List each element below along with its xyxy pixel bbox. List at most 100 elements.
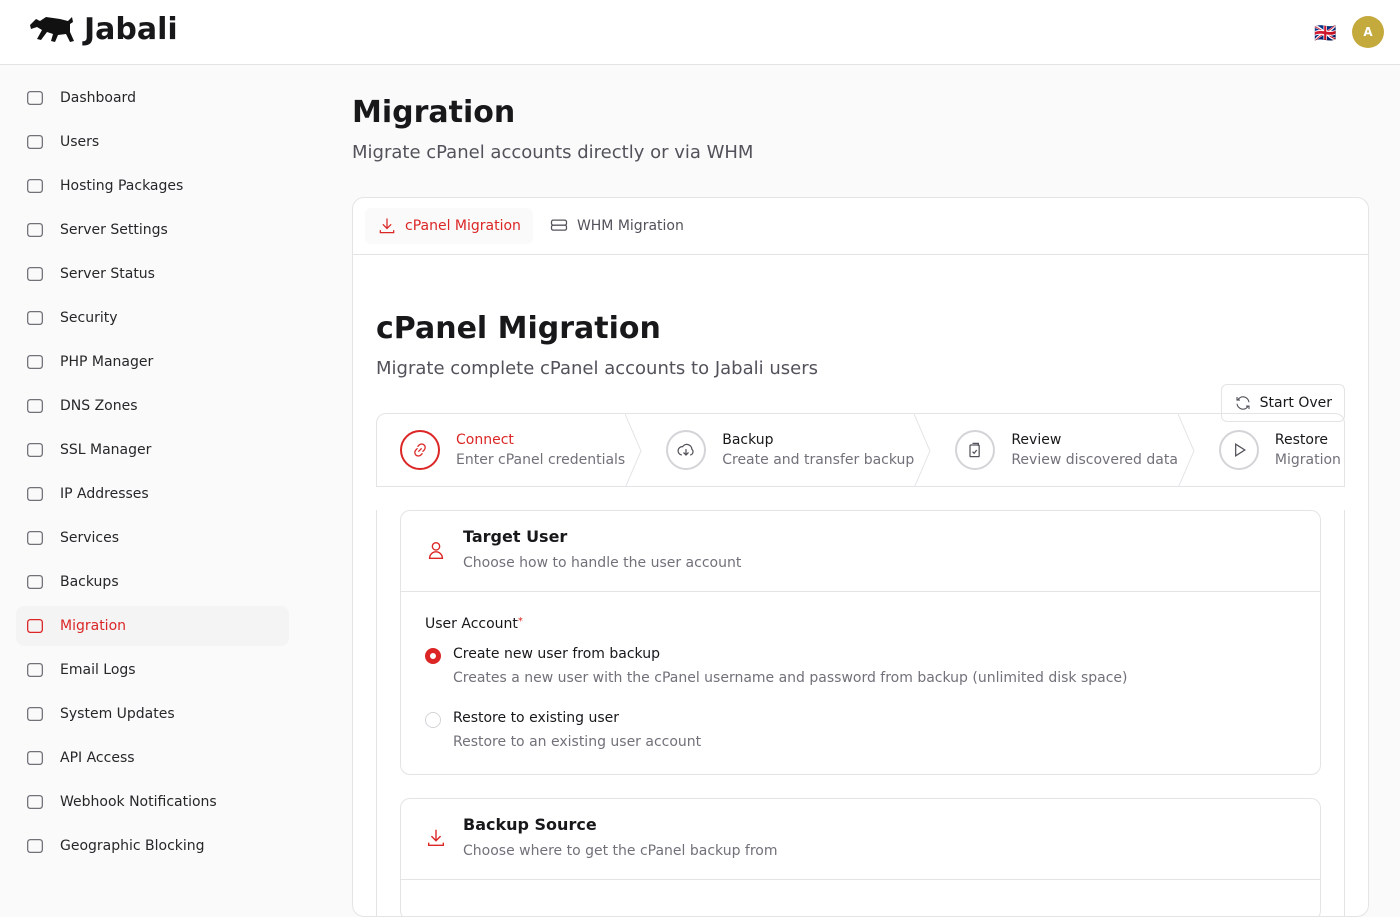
sidebar-item-label: Email Logs xyxy=(60,662,136,678)
step-divider xyxy=(1177,414,1195,486)
sidebar-item-label: Security xyxy=(60,310,118,326)
sidebar-item-label: DNS Zones xyxy=(60,398,138,414)
step-content: Target User Choose how to handle the user… xyxy=(376,510,1345,916)
sidebar-item-geographic-blocking[interactable]: Geographic Blocking xyxy=(16,826,289,866)
sidebar-item-label: Backups xyxy=(60,574,119,590)
sidebar-item-label: Users xyxy=(60,134,100,150)
sidebar-item-label: Migration xyxy=(60,618,127,634)
start-over-button[interactable]: Start Over xyxy=(1220,384,1345,422)
sidebar-item-label: IP Addresses xyxy=(60,486,149,502)
step-divider xyxy=(914,414,931,486)
sidebar-item-system-updates[interactable]: System Updates xyxy=(16,694,289,734)
section-title: Backup Source xyxy=(463,815,597,834)
sidebar-item-api-access[interactable]: API Access xyxy=(16,738,289,778)
wizard-steps: Connect Enter cPanel credentials Backup Cr… xyxy=(376,413,1345,487)
sidebar-item-label: PHP Manager xyxy=(60,354,154,370)
step-title: Connect xyxy=(456,432,514,448)
sidebar-item-backups[interactable]: Backups xyxy=(16,562,289,602)
step-title: Backup xyxy=(722,432,774,448)
download-icon xyxy=(427,829,445,847)
bar-chart-icon xyxy=(27,266,43,282)
tab-label: cPanel Migration xyxy=(405,218,521,234)
required-marker: * xyxy=(517,616,523,627)
brand-name: Jabali xyxy=(84,12,178,47)
signal-icon xyxy=(27,486,43,502)
user-account-label: User Account* xyxy=(425,616,1296,632)
panel-title: cPanel Migration xyxy=(376,311,661,346)
option-desc: Creates a new user with the cPanel usern… xyxy=(453,670,1128,686)
tab-cpanel-migration[interactable]: cPanel Migration xyxy=(365,208,533,244)
gear-icon xyxy=(27,530,43,546)
sidebar-item-php-manager[interactable]: PHP Manager xyxy=(16,342,289,382)
step-review[interactable]: Review Review discovered data xyxy=(932,414,1178,486)
key-icon xyxy=(27,750,43,766)
sidebar-item-label: Hosting Packages xyxy=(60,178,184,194)
step-backup[interactable]: Backup Create and transfer backup xyxy=(643,414,914,486)
sidebar-item-label: Geographic Blocking xyxy=(60,838,205,854)
sidebar-item-email-logs[interactable]: Email Logs xyxy=(16,650,289,690)
shield-icon xyxy=(27,310,43,326)
sidebar-item-ip-addresses[interactable]: IP Addresses xyxy=(16,474,289,514)
radio-restore-existing-user[interactable]: Restore to existing user Restore to an ex… xyxy=(425,710,1296,750)
sidebar-item-label: SSL Manager xyxy=(60,442,152,458)
step-title: Review xyxy=(1011,432,1062,448)
cloud-upload-icon xyxy=(27,574,43,590)
language-flag-icon[interactable]: 🇬🇧 xyxy=(1314,23,1337,44)
sidebar-item-dashboard[interactable]: Dashboard xyxy=(16,78,289,118)
sidebar-item-ssl-manager[interactable]: SSL Manager xyxy=(16,430,289,470)
step-divider xyxy=(625,414,642,486)
inbox-icon xyxy=(27,662,43,678)
home-icon xyxy=(27,90,43,106)
sidebar-item-server-settings[interactable]: Server Settings xyxy=(16,210,289,250)
main-content: Migration Migrate cPanel accounts direct… xyxy=(352,65,1369,917)
refresh-icon xyxy=(27,706,43,722)
section-title: Target User xyxy=(463,527,568,546)
download-icon xyxy=(379,218,395,234)
globe-icon xyxy=(27,838,43,854)
sidebar-item-dns-zones[interactable]: DNS Zones xyxy=(16,386,289,426)
sidebar-item-hosting-packages[interactable]: Hosting Packages xyxy=(16,166,289,206)
download-icon xyxy=(27,618,43,634)
step-desc: Review discovered data xyxy=(1011,452,1178,468)
step-connect[interactable]: Connect Enter cPanel credentials xyxy=(377,414,625,486)
target-user-section: Target User Choose how to handle the user… xyxy=(400,510,1321,775)
backup-source-section: Backup Source Choose where to get the cPa… xyxy=(400,798,1321,916)
code-icon xyxy=(27,354,43,370)
step-desc: Enter cPanel credentials xyxy=(456,452,626,468)
radio-create-new-user[interactable]: Create new user from backup Creates a new… xyxy=(425,646,1296,686)
refresh-icon xyxy=(1236,396,1250,410)
migration-card: cPanel Migration WHM Migration cPanel Mi… xyxy=(352,197,1369,917)
cloud-download-icon xyxy=(666,430,707,470)
sidebar-item-security[interactable]: Security xyxy=(16,298,289,338)
sidebar-item-label: API Access xyxy=(60,750,135,766)
section-desc: Choose where to get the cPanel backup fr… xyxy=(463,843,778,859)
option-label: Create new user from backup xyxy=(453,646,660,662)
section-desc: Choose how to handle the user account xyxy=(463,555,742,571)
server-icon xyxy=(550,219,568,231)
step-restore[interactable]: Restore Migration xyxy=(1196,414,1344,486)
sidebar-item-label: Server Status xyxy=(60,266,155,282)
option-desc: Restore to an existing user account xyxy=(453,734,702,750)
start-over-label: Start Over xyxy=(1259,395,1332,411)
sidebar-item-migration[interactable]: Migration xyxy=(16,606,289,646)
sidebar-item-services[interactable]: Services xyxy=(16,518,289,558)
package-icon xyxy=(27,178,43,194)
sidebar-item-label: System Updates xyxy=(60,706,175,722)
step-desc: Create and transfer backup xyxy=(722,452,915,468)
sidebar-item-label: Webhook Notifications xyxy=(60,794,217,810)
option-label: Restore to existing user xyxy=(453,710,620,726)
top-bar: Jabali 🇬🇧 A xyxy=(0,0,1400,65)
shield-check-icon xyxy=(27,442,43,458)
radio-button[interactable] xyxy=(425,648,441,664)
boar-icon xyxy=(30,16,74,42)
sidebar-item-server-status[interactable]: Server Status xyxy=(16,254,289,294)
brand-logo[interactable]: Jabali xyxy=(28,12,178,47)
panel-subtitle: Migrate complete cPanel accounts to Jaba… xyxy=(376,358,818,379)
sidebar-item-webhook-notifications[interactable]: Webhook Notifications xyxy=(16,782,289,822)
step-desc: Migration xyxy=(1274,452,1341,468)
avatar[interactable]: A xyxy=(1352,16,1384,48)
radio-button[interactable] xyxy=(425,712,441,728)
sidebar-item-label: Server Settings xyxy=(60,222,168,238)
tab-whm-migration[interactable]: WHM Migration xyxy=(537,208,696,244)
sidebar-item-users[interactable]: Users xyxy=(16,122,289,162)
